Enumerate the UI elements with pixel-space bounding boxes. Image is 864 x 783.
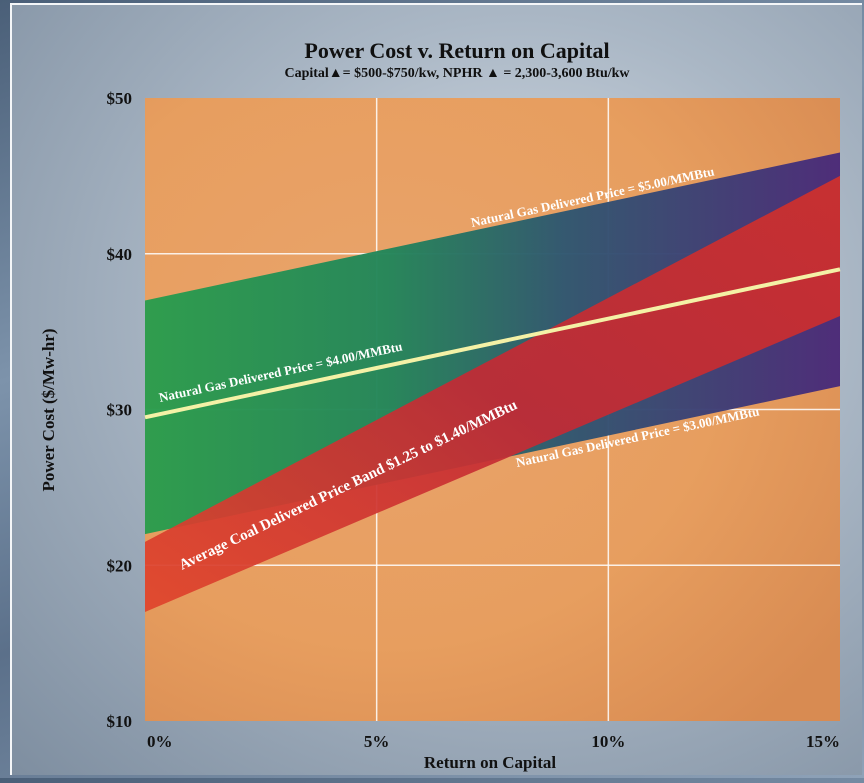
- x-axis-ticks: 0% 5% 10% 15%: [147, 732, 840, 751]
- y-tick-label: $30: [107, 401, 133, 420]
- plot-area: Natural Gas Delivered Price = $5.00/MMBt…: [144, 98, 841, 721]
- y-axis-ticks: $10 $20 $30 $40 $50: [107, 89, 133, 731]
- x-tick-label: 10%: [591, 732, 625, 751]
- y-tick-label: $20: [107, 556, 133, 575]
- coal-price-band: [145, 175, 840, 612]
- x-tick-label: 5%: [364, 732, 390, 751]
- y-axis-label: Power Cost ($/Mw-hr): [39, 328, 58, 491]
- y-tick-label: $50: [107, 89, 133, 108]
- x-tick-label: 0%: [147, 732, 173, 751]
- x-axis-label: Return on Capital: [424, 753, 557, 772]
- x-tick-label: 15%: [806, 732, 840, 751]
- chart-title: Power Cost v. Return on Capital: [304, 38, 609, 63]
- y-tick-label: $10: [107, 712, 133, 731]
- gas-4-line: [144, 267, 841, 420]
- y-tick-label: $40: [107, 245, 133, 264]
- chart-subtitle: Capital▲= $500-$750/kw, NPHR ▲ = 2,300-3…: [284, 66, 630, 81]
- chart-svg: Power Cost v. Return on Capital Capital▲…: [39, 38, 841, 772]
- chart-frame: Power Cost v. Return on Capital Capital▲…: [10, 3, 862, 775]
